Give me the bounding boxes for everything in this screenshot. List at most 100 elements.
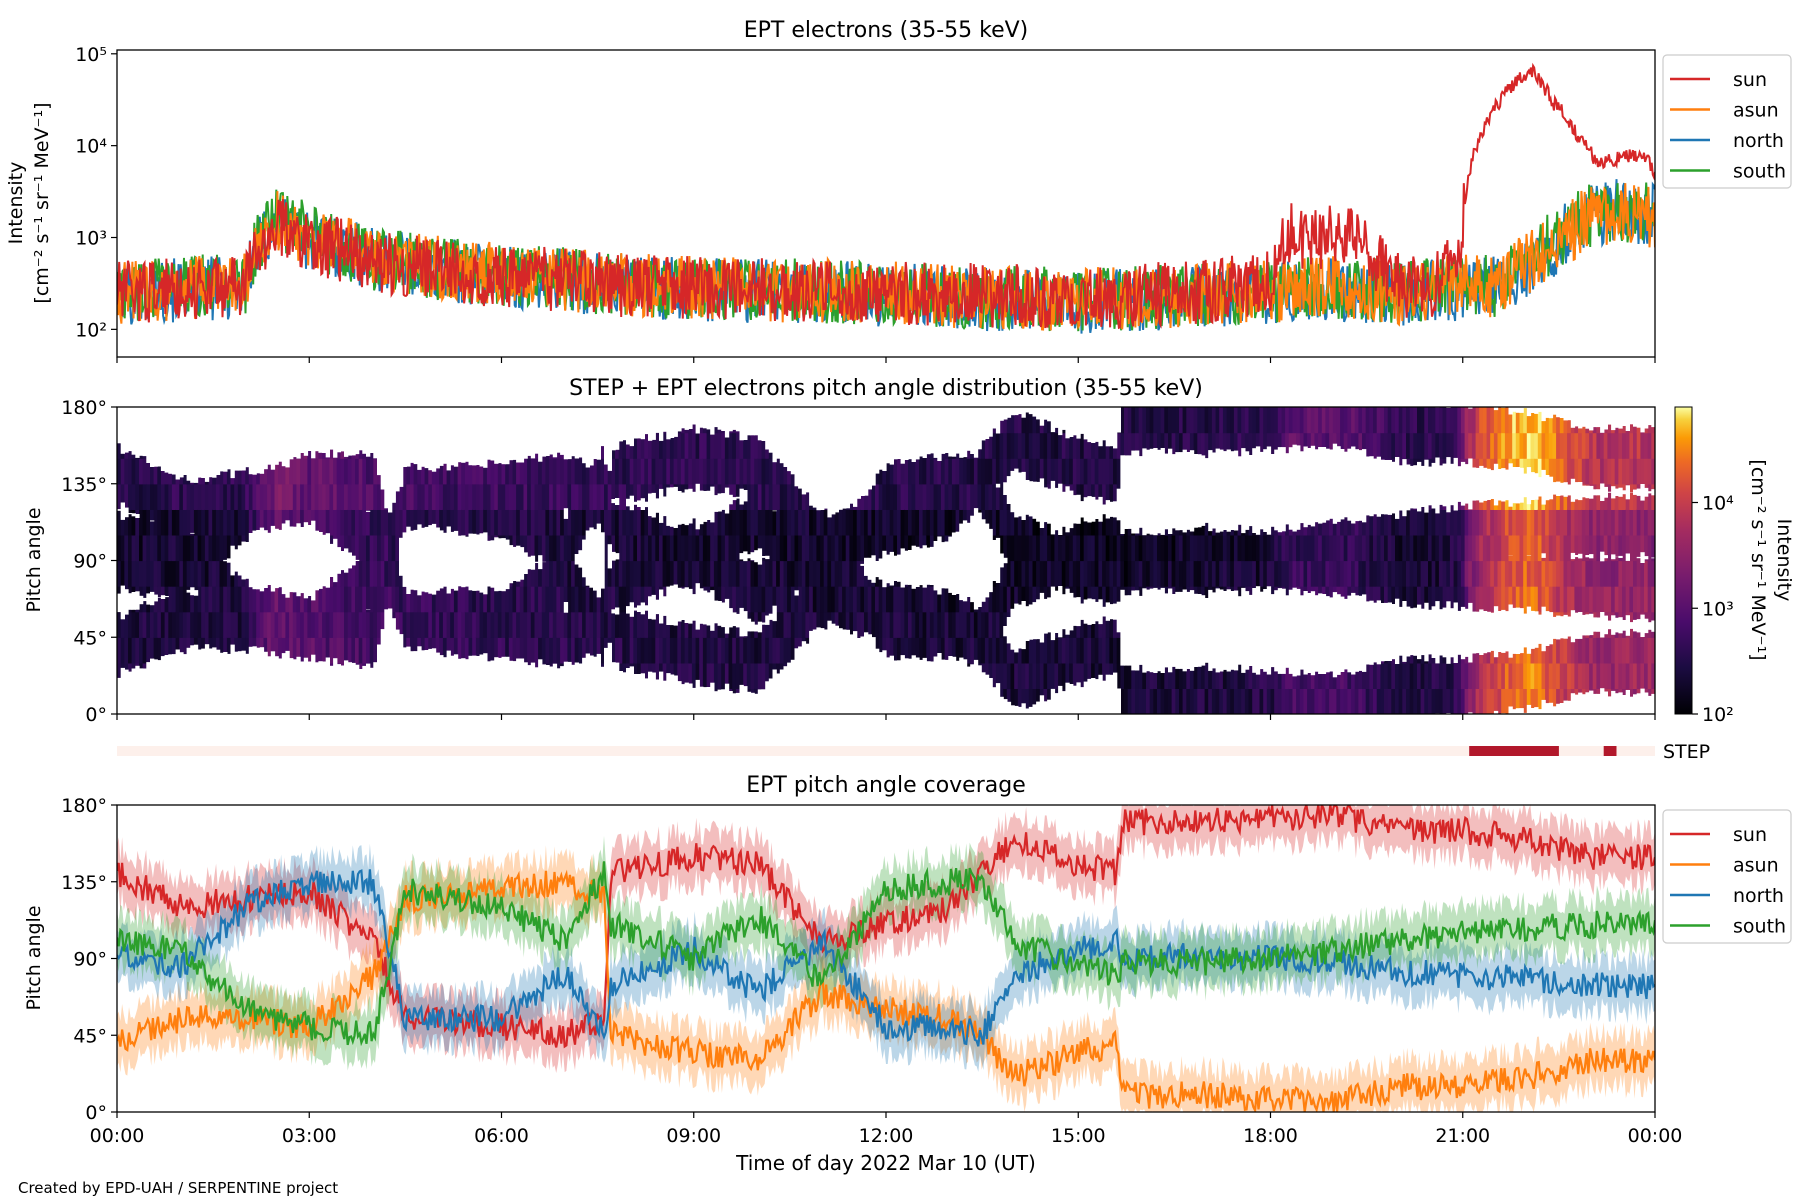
heatmap-cell: [706, 509, 711, 536]
heatmap-cell: [1050, 662, 1056, 689]
heatmap-cell: [274, 637, 279, 664]
heatmap-cell: [1010, 637, 1015, 664]
heatmap-cell: [1362, 688, 1367, 714]
heatmap-cell: [1017, 586, 1023, 613]
heatmap-cell: [1552, 688, 1557, 714]
heatmap-cell: [1607, 483, 1612, 510]
heatmap-cell: [1259, 534, 1264, 562]
heatmap-cell: [1069, 637, 1074, 664]
heatmap-cell: [329, 637, 334, 664]
heatmap-cell: [1501, 407, 1506, 434]
heatmap-cell: [1116, 432, 1121, 459]
heatmap-cell: [1003, 637, 1008, 664]
heatmap-cell: [637, 560, 642, 587]
heatmap-cell: [1043, 534, 1048, 562]
heatmap-cell: [1204, 407, 1209, 434]
heatmap-cell: [651, 432, 656, 459]
heatmap-cell: [1208, 688, 1213, 714]
heatmap-cell: [1354, 432, 1359, 459]
heatmap-cell: [1124, 662, 1129, 689]
heatmap-cell: [1050, 560, 1056, 587]
heatmap-cell: [1449, 560, 1455, 587]
heatmap-cell: [1475, 432, 1480, 459]
heatmap-cell: [574, 637, 579, 664]
heatmap-cell: [1266, 407, 1272, 434]
heatmap-cell: [984, 458, 990, 485]
heatmap-cell: [1552, 458, 1557, 485]
heatmap-cell: [241, 637, 246, 664]
heatmap-cell: [1460, 407, 1466, 434]
heatmap-cell: [889, 534, 894, 562]
heatmap-cell: [940, 637, 946, 664]
heatmap-cell: [1358, 432, 1363, 459]
heatmap-cell: [230, 483, 235, 510]
heatmap-cell: [289, 509, 294, 536]
heatmap-cell: [1563, 560, 1568, 587]
heatmap-cell: [735, 662, 741, 689]
heatmap-cell: [713, 458, 719, 485]
heatmap-cell: [1384, 662, 1389, 689]
heatmap-cell: [761, 611, 766, 638]
heatmap-cell: [713, 534, 719, 562]
heatmap-cell: [1098, 611, 1103, 638]
heatmap-cell: [1222, 534, 1228, 562]
heatmap-cell: [1508, 509, 1513, 536]
heatmap-cell: [245, 586, 250, 613]
heatmap-cell: [1457, 662, 1462, 689]
heatmap-cell: [1530, 560, 1535, 587]
heatmap-cell: [805, 509, 810, 536]
heatmap-cell: [336, 611, 341, 638]
heatmap-cell: [479, 458, 484, 485]
heatmap-cell: [190, 483, 195, 510]
heatmap-cell: [754, 534, 759, 562]
heatmap-cell: [442, 509, 448, 536]
heatmap-cell: [629, 560, 634, 587]
heatmap-cell: [208, 509, 213, 536]
heatmap-cell: [139, 458, 144, 485]
heatmap-cell: [1468, 509, 1473, 536]
heatmap-cell: [1526, 662, 1532, 689]
heatmap-cell: [739, 662, 744, 689]
heatmap-cell: [1486, 688, 1491, 714]
heatmap-cell: [479, 611, 484, 638]
heatmap-cell: [1252, 560, 1257, 587]
heatmap-cell: [1563, 637, 1568, 664]
heatmap-cell: [1512, 407, 1517, 434]
heatmap-cell: [1047, 637, 1052, 664]
heatmap-cell: [768, 509, 774, 536]
heatmap-cell: [1281, 688, 1286, 714]
heatmap-cell: [999, 534, 1004, 562]
heatmap-cell: [1442, 662, 1447, 689]
heatmap-cell: [1581, 458, 1587, 485]
heatmap-cell: [1479, 407, 1484, 434]
heatmap-cell: [1332, 407, 1338, 434]
heatmap-cell: [1266, 534, 1272, 562]
heatmap-cell: [1186, 534, 1191, 562]
heatmap-cell: [538, 637, 543, 664]
heatmap-cell: [241, 611, 246, 638]
heatmap-cell: [1343, 509, 1348, 536]
heatmap-cell: [1537, 586, 1543, 613]
heatmap-cell: [611, 534, 616, 562]
panel1-title: EPT electrons (35-55 keV): [744, 18, 1029, 43]
heatmap-cell: [699, 432, 704, 459]
heatmap-cell: [1409, 509, 1414, 536]
heatmap-cell: [512, 483, 517, 510]
heatmap-cell: [626, 560, 631, 587]
heatmap-cell: [1076, 662, 1081, 689]
heatmap-cell: [234, 534, 239, 562]
heatmap-cell: [1259, 432, 1264, 459]
heatmap-cell: [1003, 534, 1008, 562]
heatmap-cell: [1614, 637, 1619, 664]
heatmap-cell: [644, 509, 649, 536]
heatmap-cell: [420, 509, 426, 536]
heatmap-cell: [1446, 662, 1451, 689]
heatmap-cell: [820, 586, 825, 613]
heatmap-cell: [673, 458, 678, 485]
heatmap-cell: [201, 560, 206, 587]
heatmap-cell: [1028, 688, 1034, 714]
heatmap-cell: [311, 483, 316, 510]
heatmap-cell: [1241, 560, 1246, 587]
heatmap-cell: [915, 611, 920, 638]
heatmap-cell: [783, 560, 788, 587]
